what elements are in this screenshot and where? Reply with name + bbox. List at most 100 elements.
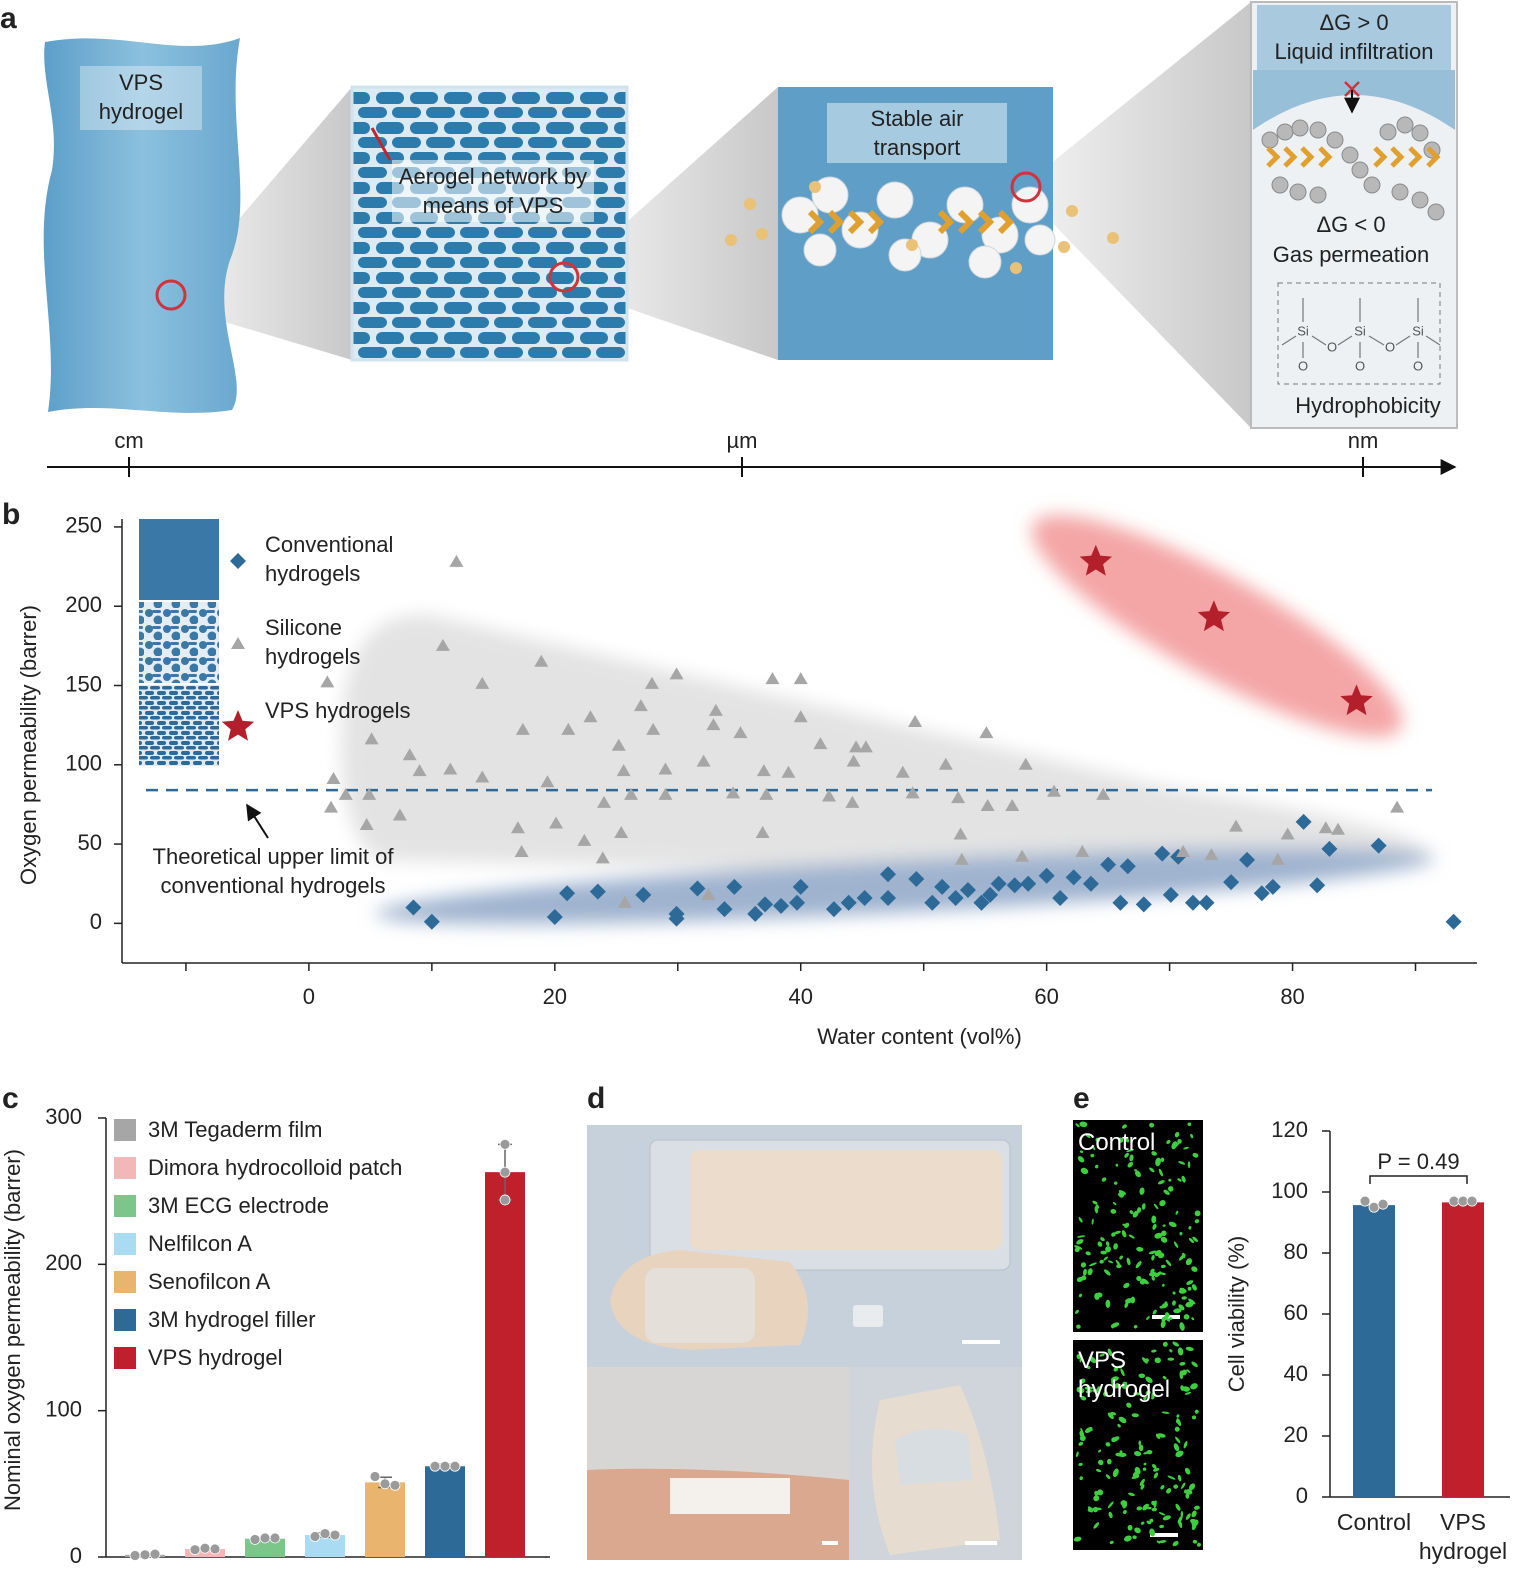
cell (1103, 1391, 1109, 1397)
point (689, 880, 706, 897)
replicate-point (1457, 1195, 1469, 1207)
point (515, 722, 530, 735)
point (1112, 894, 1129, 911)
cell (1099, 1353, 1105, 1357)
y-axis-label: Cell viability (%) (1224, 1236, 1249, 1392)
cell (1176, 1414, 1180, 1418)
transport-label: Stable air transport (870, 106, 964, 160)
legend-label: Senofilcon A (148, 1269, 271, 1294)
cell (1162, 1376, 1167, 1380)
cell (1162, 1224, 1166, 1227)
legend-swatch (114, 1157, 136, 1179)
point (726, 878, 743, 895)
cell (1162, 1283, 1165, 1287)
atom-label: Si (1412, 323, 1424, 338)
electrode (853, 1305, 883, 1327)
cell (1122, 1223, 1127, 1227)
point (1340, 684, 1373, 716)
point (924, 894, 941, 911)
cell (1128, 1492, 1135, 1497)
atom-label: O (1298, 358, 1308, 373)
cell (1177, 1178, 1182, 1182)
cell (1143, 1451, 1151, 1455)
cell (1075, 1309, 1079, 1314)
cell (1151, 1151, 1157, 1156)
cell (1168, 1221, 1177, 1228)
cell (1113, 1243, 1118, 1250)
cell (1097, 1459, 1104, 1466)
hydrogel-label: VPS hydrogel (98, 70, 184, 124)
hydrogel-slab (43, 38, 241, 413)
y-tick-label: 80 (1284, 1239, 1308, 1264)
cell (1171, 1142, 1179, 1149)
point (1162, 886, 1179, 903)
cell (1133, 1324, 1138, 1329)
point (624, 787, 639, 800)
cell (1149, 1122, 1155, 1128)
cell (1092, 1506, 1099, 1513)
cell (1131, 1413, 1139, 1418)
atom-label: Si (1297, 323, 1309, 338)
cell (1093, 1495, 1100, 1502)
cell (1118, 1192, 1123, 1197)
point (1270, 852, 1285, 865)
cell (1085, 1389, 1093, 1394)
cell (1093, 1522, 1100, 1529)
silica-particles (781, 176, 1056, 279)
point (449, 554, 464, 567)
cell (1179, 1361, 1186, 1366)
cell (1143, 1395, 1147, 1401)
point (510, 821, 525, 834)
cell (1114, 1230, 1121, 1235)
point (1318, 821, 1333, 834)
significance-bracket (1369, 1175, 1468, 1184)
cell (1115, 1163, 1119, 1167)
cell (1178, 1160, 1186, 1165)
point (733, 726, 748, 739)
replicate-point (389, 1479, 401, 1491)
y-tick-label: 0 (70, 1543, 82, 1568)
x-tick-label: 80 (1280, 984, 1304, 1009)
replicate-point (269, 1532, 281, 1544)
point (849, 740, 864, 753)
cell (1089, 1262, 1097, 1267)
cell (1079, 1150, 1084, 1153)
cell (1107, 1260, 1114, 1264)
cell (1124, 1301, 1129, 1308)
legend-label: Conventional hydrogels (265, 532, 394, 586)
point (362, 787, 377, 800)
cell (1194, 1210, 1201, 1217)
x-tick-label: Control (1336, 1509, 1412, 1535)
cell (1191, 1317, 1195, 1321)
replicate-point (429, 1460, 441, 1472)
point (583, 710, 598, 723)
label-box (1257, 5, 1451, 70)
point (905, 786, 920, 799)
point (1065, 869, 1082, 886)
legend-label: Nelfilcon A (148, 1231, 252, 1256)
cell (1183, 1314, 1190, 1320)
point (990, 875, 1007, 892)
cell (1173, 1241, 1179, 1248)
point (320, 675, 335, 688)
cell (1187, 1122, 1192, 1127)
cell (1076, 1235, 1086, 1238)
cell (1192, 1236, 1199, 1242)
cell (1192, 1539, 1198, 1544)
point (1020, 875, 1037, 892)
cell (1119, 1255, 1123, 1260)
panel-d-photos (587, 1125, 1022, 1560)
cell (1158, 1540, 1167, 1544)
cell (1157, 1180, 1165, 1185)
cell (1075, 1123, 1080, 1128)
point (747, 905, 764, 922)
point (858, 740, 873, 753)
panel-label: c (2, 1082, 19, 1115)
cell (1079, 1435, 1086, 1442)
cell (1149, 1519, 1154, 1523)
cell (1078, 1388, 1085, 1394)
cell (1122, 1381, 1128, 1390)
point (845, 795, 860, 808)
y-tick-label: 0 (1296, 1483, 1308, 1508)
